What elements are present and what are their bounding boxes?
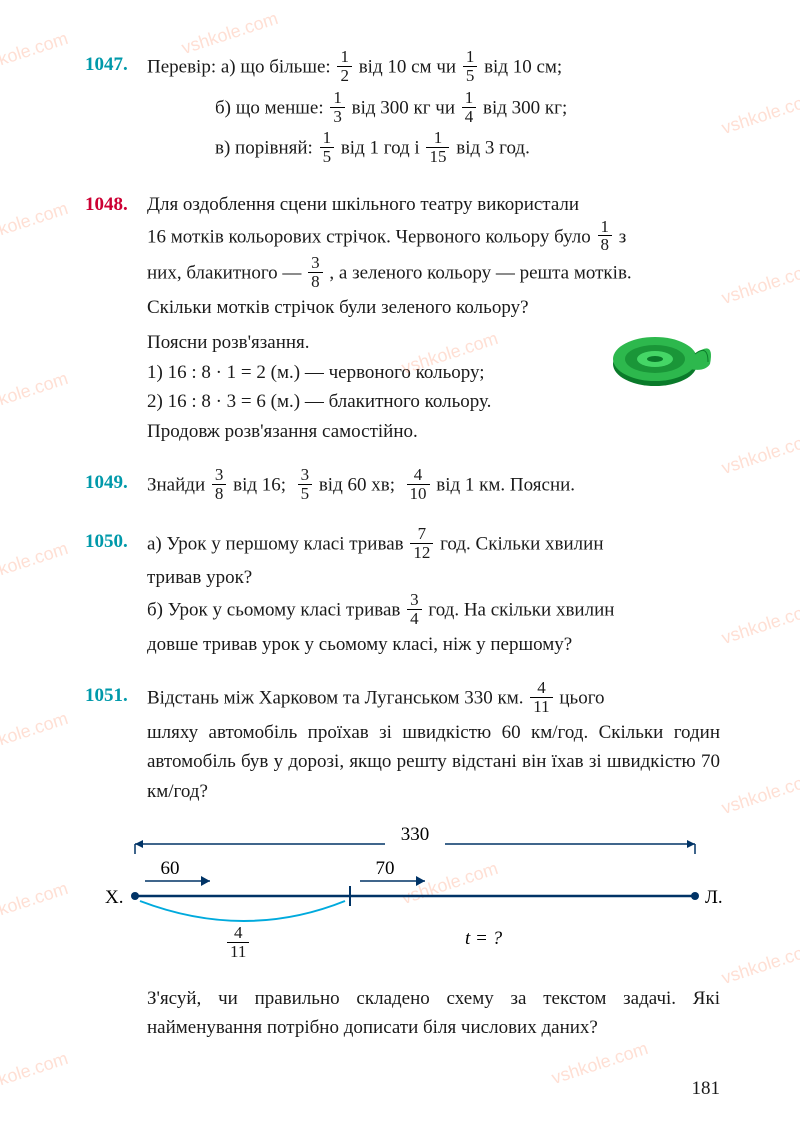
- fraction: 35: [298, 466, 313, 503]
- text: довше тривав урок у сьомому класі, ніж у…: [147, 630, 720, 659]
- fraction: 38: [212, 466, 227, 503]
- text: Продовж розв'язання самостійно.: [147, 417, 720, 446]
- text: б) Урок у сьомому класі тривав: [147, 600, 400, 621]
- text: від 300 кг чи: [352, 97, 455, 118]
- text: від 1 год і: [341, 138, 420, 159]
- distance-diagram: 330 60 70 Х. Л. t = ? 411: [85, 826, 720, 966]
- watermark: vshkole.com: [718, 595, 800, 652]
- problem-body: Знайди 38 від 16; 35 від 60 хв; 410 від …: [147, 468, 720, 505]
- diagram-right-label: Л.: [705, 887, 723, 908]
- problem-1048: 1048. Для оздоблення сцени шкільного теа…: [85, 190, 720, 446]
- fraction: 34: [407, 591, 422, 628]
- problem-number: 1049.: [85, 468, 147, 505]
- problem-body: а) Урок у першому класі тривав 712 год. …: [147, 527, 720, 659]
- page-number: 181: [692, 1074, 721, 1103]
- text: Відстань між Харковом та Луганськом 330 …: [147, 688, 524, 709]
- fraction: 12: [337, 48, 352, 85]
- watermark: vshkole.com: [0, 365, 72, 422]
- text: 16 мотків кольорових стрічок. Червоного …: [147, 226, 591, 247]
- diagram-svg: 330 60 70 Х. Л. t = ?: [85, 826, 725, 966]
- text: шляху автомобіль проїхав зі швидкістю 60…: [147, 718, 720, 806]
- fraction: 38: [308, 254, 323, 291]
- problem-1051: 1051. Відстань між Харковом та Лугансько…: [85, 681, 720, 806]
- diagram-fraction: 411: [225, 926, 251, 963]
- text: год. Скільки хвилин: [440, 533, 603, 554]
- text: від 60 хв;: [319, 475, 395, 496]
- text: год. На скільки хвилин: [428, 600, 614, 621]
- diagram-left-label: Х.: [105, 887, 123, 908]
- text: Знайди: [147, 475, 205, 496]
- diagram-speed1: 60: [161, 858, 180, 879]
- fraction: 14: [462, 89, 477, 126]
- watermark: vshkole.com: [0, 195, 72, 252]
- fraction: 15: [320, 129, 335, 166]
- text: них, блакитного —: [147, 263, 301, 284]
- watermark: vshkole.com: [548, 1035, 652, 1092]
- text: від 3 год.: [456, 138, 530, 159]
- fraction: 411: [530, 679, 552, 716]
- watermark: vshkole.com: [0, 1045, 72, 1102]
- problem-body: Для оздоблення сцени шкільного театру ви…: [147, 190, 720, 446]
- fraction: 13: [330, 89, 345, 126]
- watermark: vshkole.com: [718, 255, 800, 312]
- fraction: 18: [598, 218, 613, 255]
- watermark: vshkole.com: [0, 535, 72, 592]
- problem-number: 1050.: [85, 527, 147, 659]
- text: від 16;: [233, 475, 286, 496]
- fraction: 410: [407, 466, 430, 503]
- diagram-label-330: 330: [401, 826, 430, 845]
- text: цього: [559, 688, 604, 709]
- text: Для оздоблення сцени шкільного театру ви…: [147, 190, 720, 219]
- watermark: vshkole.com: [718, 935, 800, 992]
- fraction: 712: [410, 525, 433, 562]
- diagram-speed2: 70: [376, 858, 395, 879]
- watermark: vshkole.com: [718, 425, 800, 482]
- watermark: vshkole.com: [0, 705, 72, 762]
- problem-number: 1051.: [85, 681, 147, 806]
- problem-number: 1047.: [85, 50, 147, 168]
- problem-body: Перевір: а) що більше: 12 від 10 см чи 1…: [147, 50, 720, 168]
- text: від 10 см;: [484, 57, 562, 78]
- problem-1051-question: З'ясуй, чи правильно складено схему за т…: [85, 984, 720, 1043]
- text: в) порівняй:: [215, 138, 313, 159]
- text: з: [619, 226, 627, 247]
- text: б) що менше:: [215, 97, 324, 118]
- problem-1047: 1047. Перевір: а) що більше: 12 від 10 с…: [85, 50, 720, 168]
- ribbon-image: [600, 314, 720, 399]
- problem-body: Відстань між Харковом та Луганськом 330 …: [147, 681, 720, 806]
- text: а) Урок у першому класі тривав: [147, 533, 404, 554]
- text: від 300 кг;: [483, 97, 567, 118]
- problem-1049: 1049. Знайди 38 від 16; 35 від 60 хв; 41…: [85, 468, 720, 505]
- text: тривав урок?: [147, 563, 720, 592]
- watermark: vshkole.com: [0, 25, 72, 82]
- problem-1050: 1050. а) Урок у першому класі тривав 712…: [85, 527, 720, 659]
- diagram-t-label: t = ?: [465, 928, 503, 949]
- text: , а зеленого кольору — решта мотків.: [329, 263, 631, 284]
- fraction: 15: [463, 48, 478, 85]
- text: від 10 см чи: [359, 57, 456, 78]
- fraction: 115: [426, 129, 449, 166]
- watermark: vshkole.com: [0, 875, 72, 932]
- problem-number: 1048.: [85, 190, 147, 446]
- watermark: vshkole.com: [718, 85, 800, 142]
- watermark: vshkole.com: [718, 765, 800, 822]
- text: від 1 км. Поясни.: [436, 475, 575, 496]
- text: Перевір: а) що більше:: [147, 57, 331, 78]
